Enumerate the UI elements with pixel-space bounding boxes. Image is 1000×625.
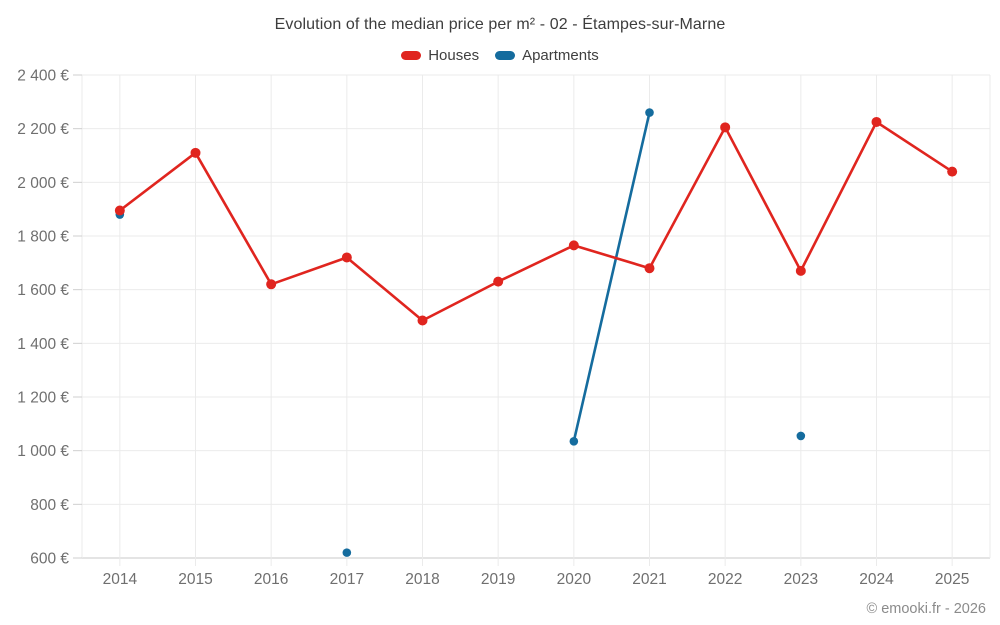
x-axis-tick-label: 2015 bbox=[178, 571, 212, 588]
apartments-point-2023[interactable] bbox=[796, 431, 806, 441]
x-axis-tick-label: 2022 bbox=[708, 571, 742, 588]
y-axis-tick-label: 1 600 € bbox=[17, 282, 69, 299]
y-axis-tick-label: 600 € bbox=[30, 551, 69, 568]
houses-point-2016[interactable] bbox=[266, 279, 277, 290]
legend-swatch-apartments bbox=[495, 51, 516, 60]
x-axis-tick-label: 2025 bbox=[935, 571, 969, 588]
x-axis-tick-label: 2017 bbox=[330, 571, 364, 588]
apartments-line bbox=[574, 113, 801, 442]
y-axis-tick-label: 1 200 € bbox=[17, 390, 69, 407]
houses-point-2021[interactable] bbox=[644, 263, 655, 274]
houses-point-2020[interactable] bbox=[568, 240, 579, 251]
apartments-point-2021[interactable] bbox=[645, 108, 654, 117]
houses-point-2015[interactable] bbox=[190, 147, 201, 158]
y-axis-tick-label: 800 € bbox=[30, 497, 69, 514]
y-axis-tick-label: 1 000 € bbox=[17, 443, 69, 460]
y-axis-tick-label: 1 400 € bbox=[17, 336, 69, 353]
y-axis-tick-label: 2 400 € bbox=[17, 68, 69, 85]
y-axis-tick-label: 2 000 € bbox=[17, 175, 69, 192]
apartments-point-2017[interactable] bbox=[342, 548, 352, 557]
legend-label: Apartments bbox=[522, 47, 599, 64]
apartments-point-2020[interactable] bbox=[569, 436, 579, 446]
x-axis-tick-label: 2020 bbox=[557, 571, 592, 588]
houses-point-2024[interactable] bbox=[871, 116, 882, 127]
houses-point-2023[interactable] bbox=[795, 265, 806, 276]
series-layer bbox=[114, 108, 958, 557]
x-axis-tick-label: 2014 bbox=[103, 571, 138, 588]
legend: Houses Apartments bbox=[0, 47, 1000, 64]
x-axis-tick-label: 2016 bbox=[254, 571, 288, 588]
legend-item-apartments[interactable]: Apartments bbox=[495, 47, 599, 64]
legend-swatch-houses bbox=[401, 51, 422, 60]
x-axis-tick-label: 2018 bbox=[405, 571, 439, 588]
houses-point-2018[interactable] bbox=[417, 315, 428, 326]
houses-point-2022[interactable] bbox=[720, 122, 731, 133]
houses-point-2019[interactable] bbox=[493, 276, 504, 287]
legend-label: Houses bbox=[428, 47, 480, 64]
houses-point-2025[interactable] bbox=[947, 166, 958, 177]
houses-line bbox=[118, 120, 954, 322]
y-axis-tick-label: 1 800 € bbox=[17, 229, 69, 246]
series-houses bbox=[114, 116, 958, 326]
grid-layer bbox=[81, 74, 991, 566]
houses-point-2014[interactable] bbox=[114, 205, 125, 216]
x-axis-tick-label: 2019 bbox=[481, 571, 515, 588]
axis-layer: 2 400 € 2 200 € 2 000 € 1 800 € 1 600 € 1 400… bbox=[17, 68, 969, 589]
x-axis-tick-label: 2024 bbox=[859, 571, 894, 588]
x-axis-tick-label: 2023 bbox=[784, 571, 818, 588]
houses-point-2017[interactable] bbox=[341, 252, 352, 263]
chart-title: Evolution of the median price per m² - 0… bbox=[274, 16, 726, 33]
legend-item-houses[interactable]: Houses bbox=[401, 47, 479, 64]
y-axis-tick-label: 2 200 € bbox=[17, 121, 69, 138]
x-axis-tick-label: 2021 bbox=[632, 571, 666, 588]
watermark-credit: © emooki.fr - 2026 bbox=[866, 601, 986, 617]
series-apartments bbox=[115, 108, 806, 557]
